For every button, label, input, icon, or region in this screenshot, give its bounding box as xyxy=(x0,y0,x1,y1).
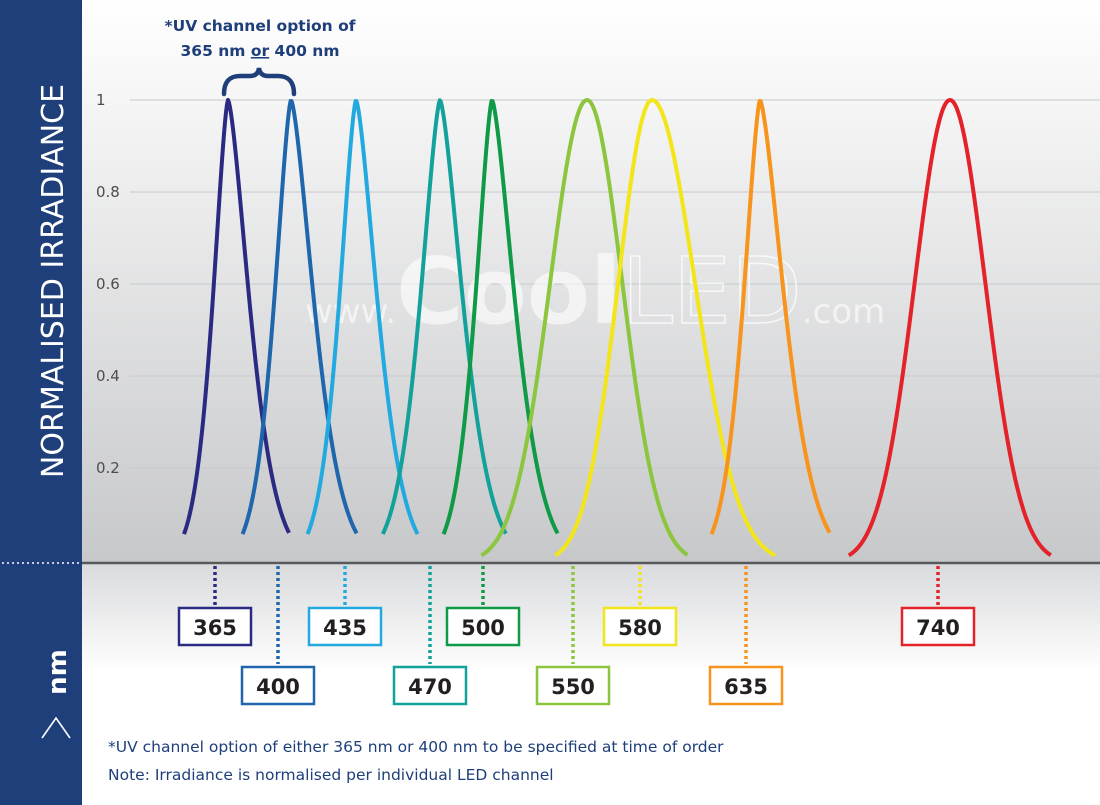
wavelength-label-400: 400 xyxy=(256,675,300,699)
wavelength-label-580: 580 xyxy=(618,616,662,640)
uv-callout: *UV channel option of 365 nm or 400 nm xyxy=(165,17,356,60)
gridlines xyxy=(130,99,1100,469)
label-box-470 xyxy=(392,665,468,706)
footnote-irradiance: Note: Irradiance is normalised per indiv… xyxy=(108,766,554,784)
uv-callout-brace xyxy=(221,67,297,97)
series-line-550 xyxy=(480,98,689,558)
label-box-500 xyxy=(445,606,521,647)
uv-callout-line2: 365 nm or 400 nm xyxy=(181,42,340,60)
series-line-365 xyxy=(182,98,291,535)
wavelength-label-550: 550 xyxy=(551,675,595,699)
label-box-435 xyxy=(307,606,383,647)
wavelength-label-470: 470 xyxy=(408,675,452,699)
y-tick-label: 0.8 xyxy=(96,183,120,201)
wavelength-label-635: 635 xyxy=(724,675,768,699)
series-line-470 xyxy=(380,98,508,535)
x-axis-unit-label: nm xyxy=(43,649,73,695)
series-line-740 xyxy=(847,98,1052,558)
series-line-500 xyxy=(441,99,560,535)
y-tick-label: 0.6 xyxy=(96,275,120,293)
y-tick-label: 0.4 xyxy=(96,367,120,385)
side-band xyxy=(0,0,82,805)
label-box-365 xyxy=(177,606,253,647)
label-box-740 xyxy=(900,606,976,647)
wavelength-label-365: 365 xyxy=(193,616,237,640)
label-box-580 xyxy=(602,606,678,647)
label-box-550 xyxy=(535,665,611,706)
series-curves xyxy=(182,98,1052,558)
wavelength-label-435: 435 xyxy=(323,616,367,640)
y-tick-label: 0.2 xyxy=(96,459,120,477)
lambda-icon xyxy=(41,716,71,739)
y-tick-label: 1 xyxy=(96,91,106,109)
label-box-400 xyxy=(240,665,316,706)
label-box-635 xyxy=(708,665,784,706)
wavelength-label-740: 740 xyxy=(916,616,960,640)
wavelength-labels: 365 400 435 470 500 550 580 635 740 xyxy=(177,566,976,706)
y-ticks: 1 0.8 0.6 0.4 0.2 xyxy=(96,91,120,477)
series-line-400 xyxy=(240,99,359,535)
wavelength-label-500: 500 xyxy=(461,616,505,640)
footnote-uv: *UV channel option of either 365 nm or 4… xyxy=(108,738,724,756)
series-line-635 xyxy=(709,99,832,535)
uv-callout-line1: *UV channel option of xyxy=(165,17,356,35)
y-axis-label: NORMALISED IRRADIANCE xyxy=(36,84,71,478)
series-line-580 xyxy=(554,98,777,558)
